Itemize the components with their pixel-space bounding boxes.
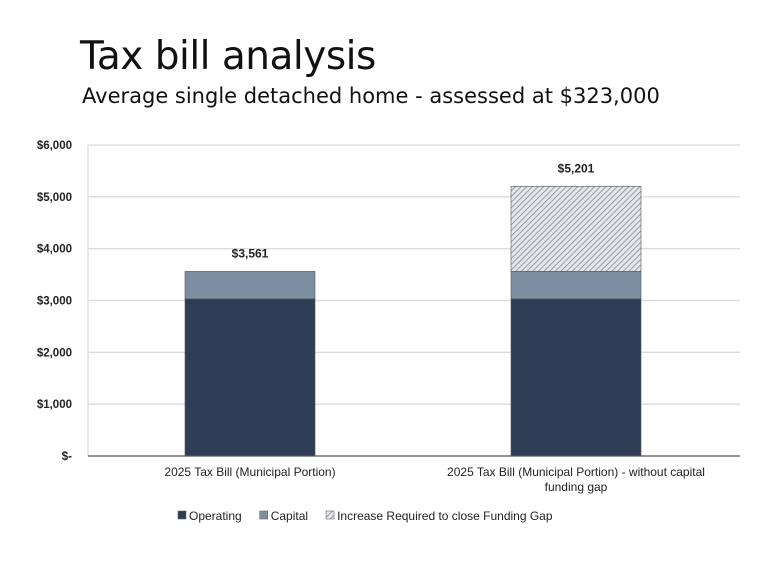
chart-title: Tax bill analysis bbox=[80, 34, 376, 79]
bar-segment-increase-required-to-close-funding-gap bbox=[510, 186, 642, 272]
y-tick-label: $2,000 bbox=[37, 347, 72, 359]
data-label: $5,201 bbox=[558, 161, 595, 175]
y-tick-label: $1,000 bbox=[37, 399, 72, 411]
chart-subtitle: Average single detached home - assessed … bbox=[82, 84, 660, 108]
legend-swatch bbox=[259, 510, 268, 520]
legend-label: Operating bbox=[189, 509, 242, 523]
bar-segment-capital bbox=[510, 271, 642, 300]
x-tick-label: 2025 Tax Bill (Municipal Portion) - with… bbox=[447, 465, 705, 479]
y-tick-label: $6,000 bbox=[37, 140, 72, 152]
data-label: $3,561 bbox=[232, 246, 269, 260]
x-tick-label: 2025 Tax Bill (Municipal Portion) bbox=[164, 465, 335, 479]
bar-segment-capital bbox=[184, 271, 316, 300]
legend-label: Capital bbox=[271, 509, 308, 523]
y-tick-label: $4,000 bbox=[37, 244, 72, 256]
y-tick-label: $- bbox=[62, 451, 72, 463]
legend-swatch bbox=[325, 510, 335, 520]
x-tick-label: funding gap bbox=[545, 480, 608, 494]
legend-label: Increase Required to close Funding Gap bbox=[337, 509, 553, 523]
y-tick-label: $5,000 bbox=[37, 192, 72, 204]
legend-swatch bbox=[177, 510, 187, 520]
bar-segment-operating bbox=[510, 298, 642, 457]
bar-segment-operating bbox=[184, 298, 316, 457]
y-tick-label: $3,000 bbox=[37, 296, 72, 308]
